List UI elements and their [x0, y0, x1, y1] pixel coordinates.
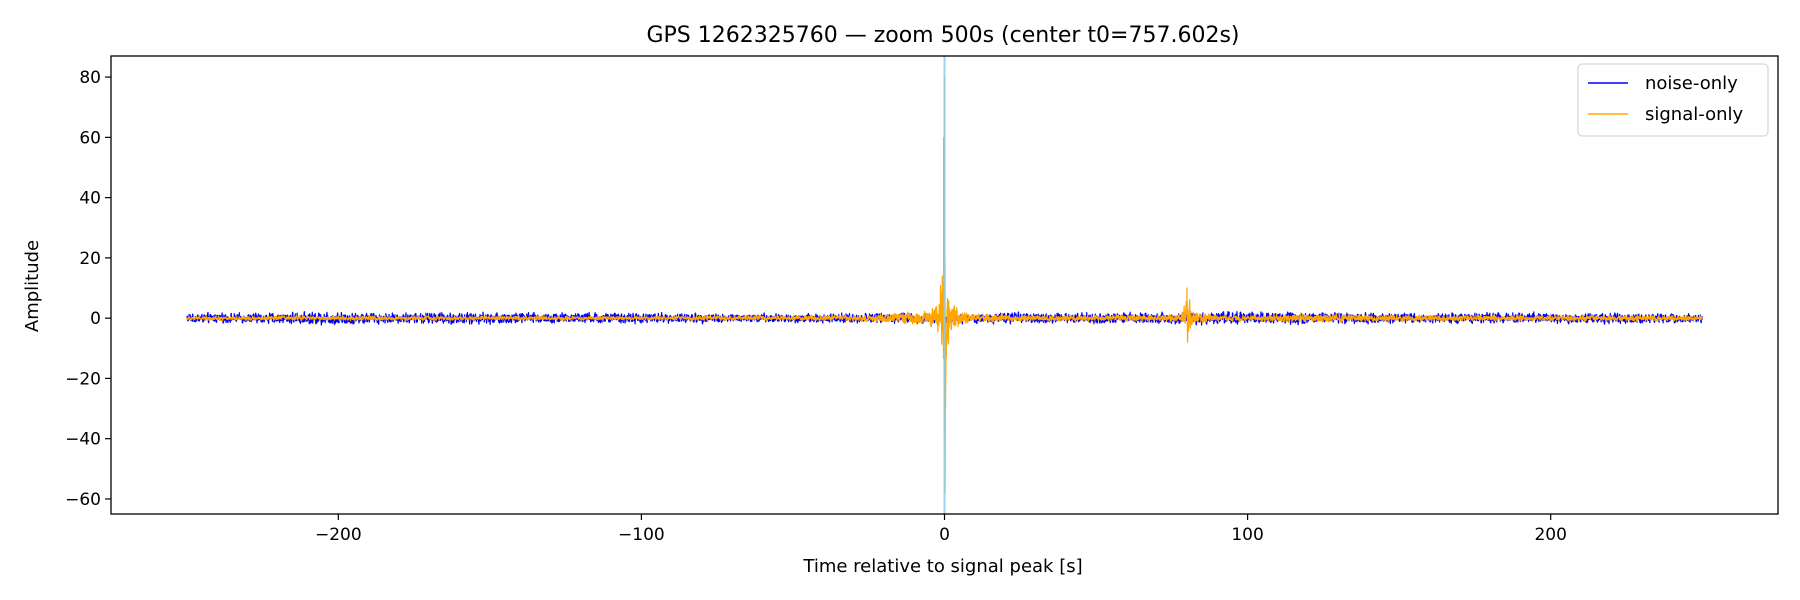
chart-title: GPS 1262325760 — zoom 500s (center t0=75… — [646, 23, 1239, 48]
plot-area — [186, 56, 1703, 514]
legend-label-signal-only: signal-only — [1645, 104, 1743, 125]
x-tick-label: 0 — [939, 525, 950, 545]
legend-label-noise-only: noise-only — [1645, 73, 1738, 94]
x-tick-label: 200 — [1534, 525, 1566, 545]
y-axis-title: Amplitude — [22, 240, 43, 332]
legend-box — [1577, 63, 1769, 137]
x-axis-title: Time relative to signal peak [s] — [802, 556, 1082, 577]
y-tick-label: −20 — [65, 369, 101, 389]
y-tick-label: 0 — [90, 309, 101, 329]
y-tick-label: 80 — [79, 68, 101, 88]
y-tick-label: −60 — [65, 490, 101, 510]
y-tick-label: 60 — [79, 128, 101, 148]
legend: noise-only signal-only — [1577, 63, 1769, 137]
y-tick-label: 20 — [79, 249, 101, 269]
y-tick-label: −40 — [65, 430, 101, 450]
y-tick-label: 40 — [79, 189, 101, 209]
x-tick-label: 100 — [1231, 525, 1263, 545]
x-axis-ticks: −200 −100 0 100 200 — [315, 514, 1567, 545]
x-tick-label: −200 — [315, 525, 362, 545]
y-axis-ticks: −60 −40 −20 0 20 40 60 80 — [65, 68, 111, 510]
x-tick-label: −100 — [618, 525, 665, 545]
